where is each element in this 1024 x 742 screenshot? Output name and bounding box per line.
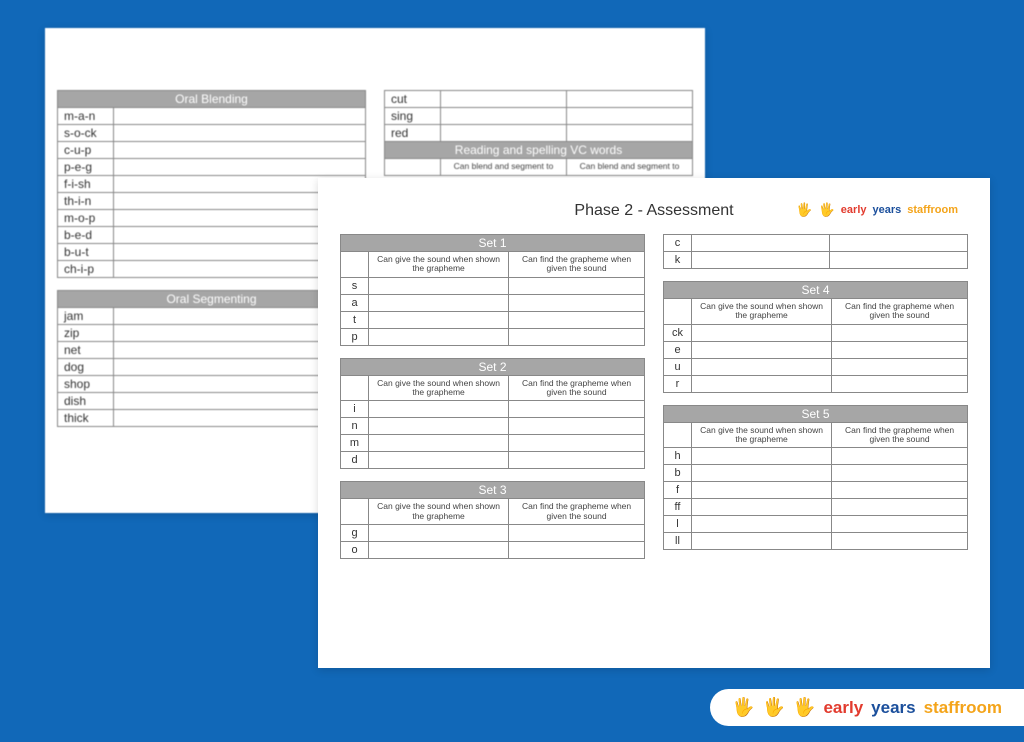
grapheme-cell: l — [664, 516, 692, 533]
front-right-column: ckSet 4Can give the sound when shown the… — [663, 234, 968, 571]
grapheme-cell: e — [664, 341, 692, 358]
table-row-label: c-u-p — [58, 142, 114, 159]
grapheme-cell: i — [341, 401, 369, 418]
grapheme-cell: s — [341, 277, 369, 294]
grapheme-cell: p — [341, 328, 369, 345]
table-row-label: net — [58, 342, 114, 359]
set-table: Set 2Can give the sound when shown the g… — [340, 358, 645, 470]
set-title: Set 5 — [664, 405, 968, 422]
table-row-label: s-o-ck — [58, 125, 114, 142]
hand-icon: 🖐️ — [793, 697, 815, 718]
vc-sub2: Can blend and segment to — [567, 159, 693, 176]
col-header: Can find the grapheme when given the sou… — [832, 422, 968, 448]
front-left-column: Set 1Can give the sound when shown the g… — [340, 234, 645, 571]
brand-years: years — [871, 698, 915, 718]
grapheme-cell: u — [664, 358, 692, 375]
table-row-label: jam — [58, 308, 114, 325]
table-row-label: p-e-g — [58, 159, 114, 176]
col-header: Can give the sound when shown the graphe… — [369, 375, 509, 401]
col-header: Can find the grapheme when given the sou… — [509, 252, 645, 278]
table-row-label: ch-i-p — [58, 261, 114, 278]
grapheme-cell: g — [341, 525, 369, 542]
table-cell — [114, 159, 366, 176]
grapheme-cell: ck — [664, 324, 692, 341]
table-row-label: dog — [58, 359, 114, 376]
grapheme-cell: k — [664, 252, 692, 269]
grapheme-cell: n — [341, 418, 369, 435]
grapheme-cell: ll — [664, 533, 692, 550]
back-right-top-table: cutsingred Reading and spelling VC words… — [384, 90, 693, 176]
table-row-label: thick — [58, 410, 114, 427]
col-header: Can find the grapheme when given the sou… — [509, 375, 645, 401]
grapheme-cell: ff — [664, 499, 692, 516]
hand-icon: 🖐️ — [732, 697, 754, 718]
table-row-label: m-a-n — [58, 108, 114, 125]
col-header: Can find the grapheme when given the sou… — [832, 299, 968, 325]
brand-staff: staffroom — [924, 698, 1002, 718]
grapheme-cell: r — [664, 375, 692, 392]
set-title: Set 3 — [341, 482, 645, 499]
hand-icon: 🖐️ — [796, 202, 812, 218]
worksheet-page-front: 🖐️ 🖐️ early years staffroom Phase 2 - As… — [318, 178, 990, 668]
table-row-label: sing — [385, 108, 441, 125]
brand-logo-small: 🖐️ 🖐️ early years staffroom — [796, 202, 958, 218]
set-table: Set 3Can give the sound when shown the g… — [340, 481, 645, 559]
grapheme-cell: c — [664, 235, 692, 252]
table-row-label: th-i-n — [58, 193, 114, 210]
table-row-label: zip — [58, 325, 114, 342]
table-row-label: f-i-sh — [58, 176, 114, 193]
set-table: Set 5Can give the sound when shown the g… — [663, 405, 968, 551]
table-row-label: red — [385, 125, 441, 142]
table-row-label: b-e-d — [58, 227, 114, 244]
col-header: Can give the sound when shown the graphe… — [692, 422, 832, 448]
grapheme-cell: a — [341, 294, 369, 311]
grapheme-cell: t — [341, 311, 369, 328]
grapheme-cell: f — [664, 482, 692, 499]
col-header: Can give the sound when shown the graphe… — [692, 299, 832, 325]
set-table: ck — [663, 234, 968, 269]
grapheme-cell: b — [664, 465, 692, 482]
grapheme-cell: o — [341, 542, 369, 559]
brand-early: early — [823, 698, 863, 718]
vc-title: Reading and spelling VC words — [385, 142, 693, 159]
oral-blending-title: Oral Blending — [58, 91, 366, 108]
table-row-label: b-u-t — [58, 244, 114, 261]
hand-icon: 🖐️ — [763, 697, 785, 718]
table-cell — [114, 108, 366, 125]
set-table: Set 4Can give the sound when shown the g… — [663, 281, 968, 393]
brand-bar: 🖐️ 🖐️ 🖐️ early years staffroom — [710, 689, 1024, 726]
table-row-label: dish — [58, 393, 114, 410]
set-title: Set 4 — [664, 282, 968, 299]
col-header: Can give the sound when shown the graphe… — [369, 499, 509, 525]
hand-icon: 🖐️ — [819, 202, 835, 218]
table-row-label: shop — [58, 376, 114, 393]
table-cell — [114, 142, 366, 159]
table-cell — [114, 125, 366, 142]
col-header: Can give the sound when shown the graphe… — [369, 252, 509, 278]
grapheme-cell: d — [341, 452, 369, 469]
grapheme-cell: m — [341, 435, 369, 452]
vc-sub1: Can blend and segment to — [441, 159, 567, 176]
table-row-label: m-o-p — [58, 210, 114, 227]
col-header: Can find the grapheme when given the sou… — [509, 499, 645, 525]
set-title: Set 1 — [341, 235, 645, 252]
set-table: Set 1Can give the sound when shown the g… — [340, 234, 645, 346]
grapheme-cell: h — [664, 448, 692, 465]
set-title: Set 2 — [341, 358, 645, 375]
table-row-label: cut — [385, 91, 441, 108]
